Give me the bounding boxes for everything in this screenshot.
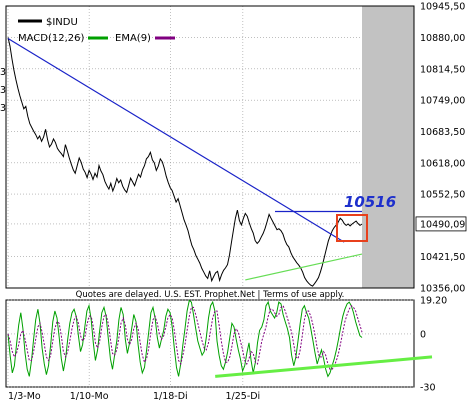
highlight-box bbox=[336, 214, 368, 242]
legend-label-ema: EMA(9) bbox=[115, 33, 151, 44]
cutoff-tick-label: 3 bbox=[0, 85, 6, 96]
legend-label-indu: $INDU bbox=[46, 17, 78, 28]
x-tick-label: 1/10-Mo bbox=[70, 391, 109, 402]
legend-label-macd: MACD(12,26) bbox=[18, 33, 85, 44]
price-tick-label: 10421,50 bbox=[420, 252, 465, 263]
cutoff-tick-label: 3 bbox=[0, 67, 6, 78]
last-price-label-bg bbox=[415, 216, 467, 232]
price-grid bbox=[7, 5, 414, 289]
macd-axis-ticks: 19.20 0 -30 bbox=[420, 296, 447, 394]
price-tick-label: 10945,50 bbox=[420, 2, 465, 13]
series-downtrend bbox=[7, 37, 345, 243]
price-tick-label: 10683,50 bbox=[420, 127, 465, 138]
price-tick-label: 10618,00 bbox=[420, 158, 465, 169]
price-axis-ticks: 10945,50 10880,00 10814,50 10749,00 10683,50… bbox=[0, 2, 467, 295]
cutoff-tick-label: 3 bbox=[0, 103, 6, 114]
price-tick-label: 10814,50 bbox=[420, 64, 465, 75]
price-tick-label: 10749,00 bbox=[420, 96, 465, 107]
macd-series-macd-12-26- bbox=[7, 299, 363, 378]
x-tick-label: 1/18-Di bbox=[153, 391, 188, 402]
last-price-label: 10490,09 bbox=[420, 219, 465, 230]
macd-series-ema-9- bbox=[7, 304, 363, 370]
macd-tick-label: 0 bbox=[420, 329, 426, 340]
price-tick-label: 10880,00 bbox=[420, 33, 465, 44]
x-axis-ticks: 1/3-Mo 1/10-Mo 1/18-Di 1/25-Di bbox=[8, 391, 260, 402]
macd-header-note: Quotes are delayed. U.S. EST. Prophet.Ne… bbox=[76, 290, 345, 300]
series--indu bbox=[7, 37, 363, 287]
macd-tick-label: -30 bbox=[420, 383, 436, 394]
price-panel-frame bbox=[5, 5, 415, 289]
price-tick-label: 10356,00 bbox=[420, 284, 465, 295]
macd-lines bbox=[7, 299, 433, 378]
x-tick-label: 1/25-Di bbox=[225, 391, 260, 402]
price-lines bbox=[7, 37, 363, 287]
legend: $INDU MACD(12,26) EMA(9) bbox=[18, 17, 175, 44]
future-shaded-region bbox=[362, 6, 414, 288]
series-support bbox=[245, 253, 363, 281]
macd-series-momentum-support bbox=[215, 355, 433, 378]
macd-tick-label: 19.20 bbox=[420, 296, 447, 307]
annotation-10516: 10516 bbox=[344, 193, 396, 211]
x-tick-label: 1/3-Mo bbox=[8, 391, 41, 402]
price-tick-label: 10552,50 bbox=[420, 190, 465, 201]
